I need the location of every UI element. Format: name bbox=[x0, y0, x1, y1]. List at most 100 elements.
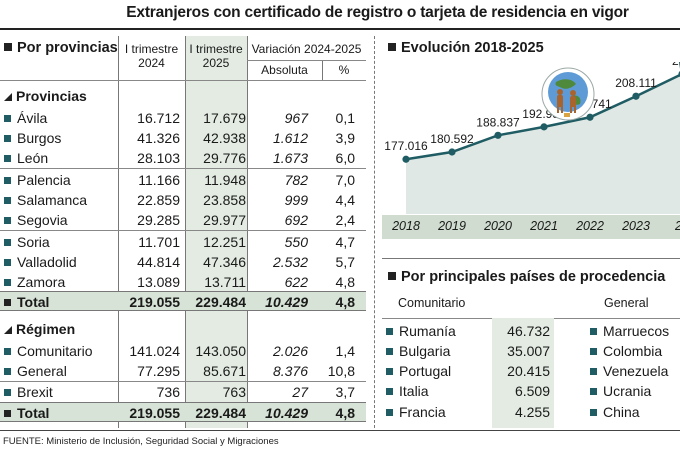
data-label: 188.837 bbox=[476, 115, 520, 129]
group-title-regimen: Régimen bbox=[4, 321, 75, 337]
bullet-icon bbox=[4, 279, 11, 286]
value-2024: 44.814 bbox=[137, 254, 180, 270]
value-pct: 3,7 bbox=[335, 384, 355, 400]
country-value: 4.255 bbox=[514, 404, 550, 420]
value-pct: 10,8 bbox=[327, 363, 355, 379]
data-label: 180.592 bbox=[430, 132, 474, 146]
data-point bbox=[494, 131, 502, 139]
value-absoluta: 622 bbox=[284, 274, 308, 290]
column-divider bbox=[185, 36, 186, 428]
row-name-text: General bbox=[17, 363, 67, 379]
header-bottom-sep bbox=[0, 80, 366, 81]
row-name-text: León bbox=[17, 150, 49, 166]
data-point bbox=[540, 123, 548, 131]
bullet-icon bbox=[386, 368, 393, 375]
paises-title-text: Por principales países de procedencia bbox=[401, 269, 666, 285]
header-sep bbox=[247, 60, 366, 61]
row-name-text: Total bbox=[17, 294, 50, 310]
x-tick-label: 2020 bbox=[484, 219, 512, 233]
value-2025: 29.977 bbox=[203, 212, 246, 228]
value-2024: 41.326 bbox=[137, 130, 180, 146]
row-name: Segovia bbox=[4, 210, 68, 230]
header-absoluta: Absoluta bbox=[261, 63, 308, 77]
column-divider bbox=[118, 36, 119, 428]
data-point bbox=[402, 155, 410, 163]
bullet-icon bbox=[4, 389, 11, 396]
x-tick-label: 2023 bbox=[622, 219, 650, 233]
evolucion-title-text: Evolución 2018-2025 bbox=[401, 40, 544, 56]
row-name: Burgos bbox=[4, 128, 61, 148]
country-name: Francia bbox=[399, 404, 446, 420]
value-absoluta: 10.429 bbox=[265, 294, 308, 310]
table-row: León 28.103 29.776 1.673 6,0 bbox=[0, 148, 366, 168]
data-point bbox=[448, 148, 456, 156]
country-value: 6.509 bbox=[514, 383, 550, 399]
row-name-text: Total bbox=[17, 405, 50, 421]
value-2025: 85.671 bbox=[203, 363, 246, 379]
data-label: 177.016 bbox=[384, 139, 428, 153]
x-tick-label: 2019 bbox=[438, 219, 466, 233]
data-point bbox=[632, 92, 640, 100]
data-point bbox=[586, 113, 594, 121]
row-name: Soria bbox=[4, 232, 50, 252]
section-title-text: Por provincias bbox=[17, 40, 118, 56]
value-absoluta: 1.612 bbox=[272, 130, 308, 146]
country-name: Bulgaria bbox=[399, 343, 451, 359]
x-axis-band bbox=[382, 215, 680, 239]
bullet-icon bbox=[4, 239, 11, 246]
header-t2025-line1: I trimestre bbox=[189, 42, 243, 56]
value-2025: 42.938 bbox=[203, 130, 246, 146]
row-name: Zamora bbox=[4, 272, 65, 292]
row-name: Valladolid bbox=[4, 252, 77, 272]
row-name-text: Comunitario bbox=[17, 343, 93, 359]
section-title-provincias: Por provincias bbox=[4, 40, 118, 56]
bullet-icon bbox=[4, 115, 11, 122]
table-row: Zamora 13.089 13.711 622 4,8 bbox=[0, 272, 366, 292]
column-divider bbox=[247, 36, 248, 428]
country-value: 46.732 bbox=[507, 323, 550, 339]
bullet-icon bbox=[590, 388, 597, 395]
row-name-text: Salamanca bbox=[17, 192, 88, 208]
bullet-icon bbox=[590, 348, 597, 355]
bullet-icon bbox=[4, 259, 11, 266]
value-2025: 47.346 bbox=[203, 254, 246, 270]
header-pct: % bbox=[338, 63, 350, 77]
value-pct: 0,1 bbox=[335, 110, 355, 126]
row-name: Salamanca bbox=[4, 190, 87, 210]
row-group-sep bbox=[0, 230, 366, 231]
country-name: Marruecos bbox=[603, 323, 670, 339]
table-row: Palencia 11.166 11.948 782 7,0 bbox=[0, 170, 366, 190]
paises-value-band bbox=[492, 318, 554, 428]
country-value: 20.415 bbox=[507, 363, 550, 379]
row-group-sep bbox=[0, 168, 366, 169]
group-title-regimen-text: Régimen bbox=[16, 321, 76, 337]
header-t2025: I trimestre 2025 bbox=[185, 42, 247, 70]
value-2024: 736 bbox=[156, 384, 180, 400]
header-t2024-line2: 2024 bbox=[138, 56, 165, 70]
value-2024: 16.712 bbox=[137, 110, 180, 126]
paises-header-general: General bbox=[604, 296, 649, 310]
value-absoluta: 8.376 bbox=[272, 363, 308, 379]
table-row: Segovia 29.285 29.977 692 2,4 bbox=[0, 210, 366, 230]
evolucion-chart: 177.016180.592188.837192.981197.741208.1… bbox=[384, 62, 680, 214]
bullet-icon bbox=[4, 177, 11, 184]
x-tick-label: 2022 bbox=[576, 219, 604, 233]
list-item: Ucrania bbox=[590, 381, 651, 401]
header-t2024: I trimestre 2024 bbox=[118, 42, 185, 70]
row-name: Comunitario bbox=[4, 341, 92, 361]
bullet-icon bbox=[4, 348, 11, 355]
page-title: Extranjeros con certificado de registro … bbox=[126, 4, 629, 21]
value-absoluta: 550 bbox=[284, 234, 308, 250]
value-pct: 4,8 bbox=[335, 294, 355, 310]
value-pct: 2,4 bbox=[335, 212, 355, 228]
table-row: General 77.295 85.671 8.376 10,8 bbox=[0, 361, 366, 381]
paises-header-comunitario: Comunitario bbox=[398, 296, 466, 310]
group-title-provincias-text: Provincias bbox=[16, 88, 87, 104]
header-t2024-line1: I trimestre bbox=[124, 42, 179, 56]
row-name-text: Segovia bbox=[17, 212, 68, 228]
value-pct: 4,7 bbox=[335, 234, 355, 250]
value-absoluta: 999 bbox=[284, 192, 308, 208]
panel-divider bbox=[374, 36, 375, 428]
value-absoluta: 10.429 bbox=[265, 405, 308, 421]
table-row: Soria 11.701 12.251 550 4,7 bbox=[0, 232, 366, 252]
